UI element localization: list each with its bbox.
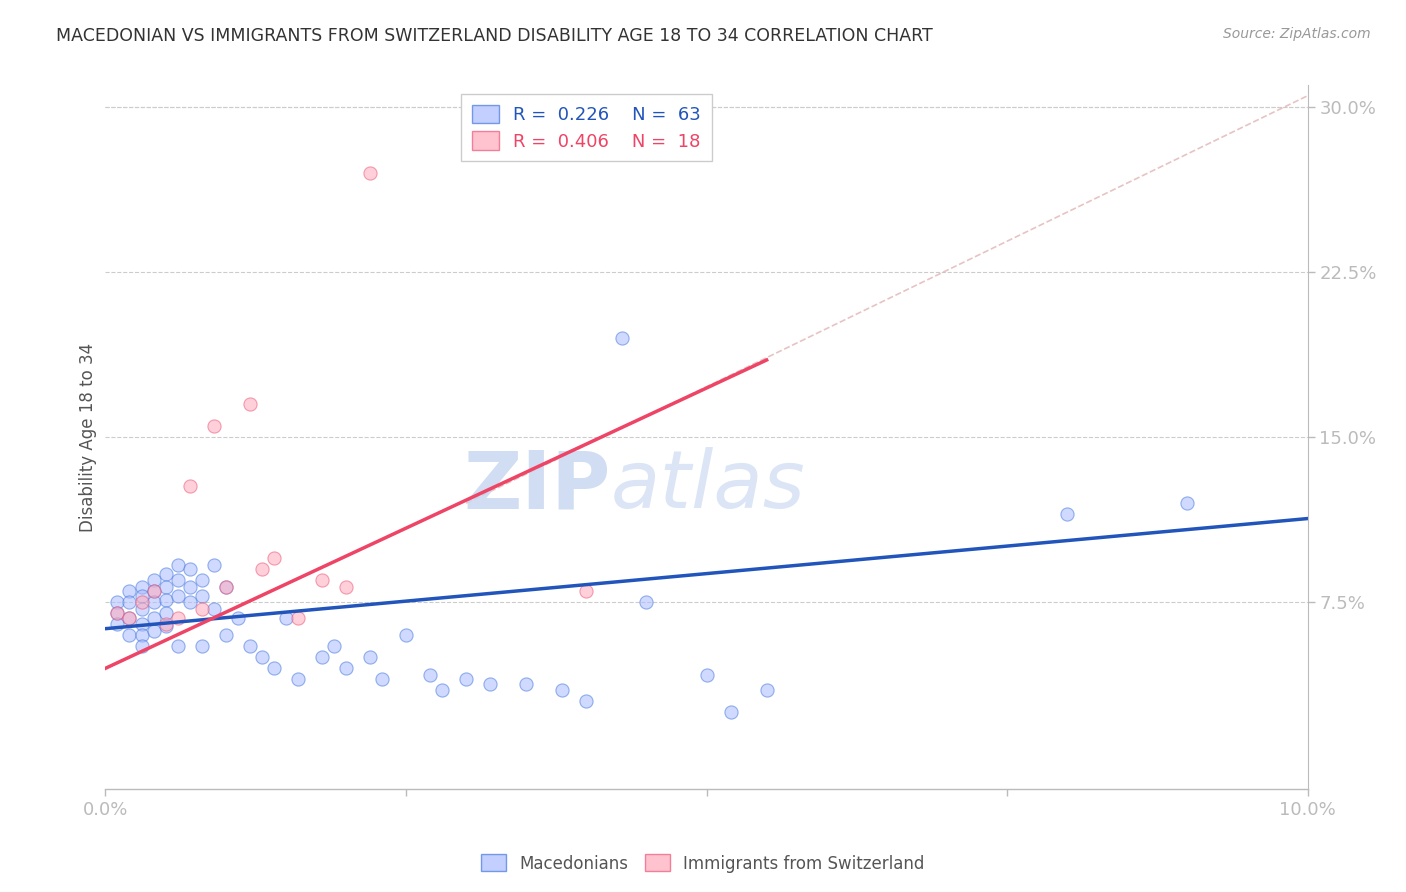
Point — [1056, 507, 1078, 521]
Point — [118, 628, 141, 642]
Legend: R =  0.226    N =  63, R =  0.406    N =  18: R = 0.226 N = 63, R = 0.406 N = 18 — [461, 94, 711, 161]
Point — [179, 580, 201, 594]
Point — [454, 673, 477, 687]
Point — [131, 628, 153, 642]
Point — [612, 331, 634, 345]
Point — [202, 602, 225, 616]
Text: ZIP: ZIP — [463, 448, 610, 525]
Point — [142, 595, 165, 609]
Point — [107, 595, 129, 609]
Point — [190, 602, 212, 616]
Point — [575, 694, 598, 708]
Point — [131, 617, 153, 632]
Point — [335, 580, 357, 594]
Point — [155, 617, 177, 632]
Point — [239, 640, 262, 654]
Point — [179, 562, 201, 576]
Point — [214, 580, 236, 594]
Point — [551, 683, 574, 698]
Point — [636, 595, 658, 609]
Point — [142, 573, 165, 587]
Point — [720, 706, 742, 720]
Text: Source: ZipAtlas.com: Source: ZipAtlas.com — [1223, 27, 1371, 41]
Point — [155, 593, 177, 607]
Point — [515, 676, 537, 690]
Point — [118, 595, 141, 609]
Point — [359, 650, 381, 665]
Point — [479, 676, 502, 690]
Point — [274, 610, 297, 624]
Point — [118, 610, 141, 624]
Point — [142, 584, 165, 599]
Point — [131, 580, 153, 594]
Point — [166, 589, 188, 603]
Point — [118, 610, 141, 624]
Point — [287, 610, 309, 624]
Point — [166, 610, 188, 624]
Point — [395, 628, 418, 642]
Point — [166, 558, 188, 572]
Point — [430, 683, 453, 698]
Point — [359, 166, 381, 180]
Point — [322, 640, 344, 654]
Y-axis label: Disability Age 18 to 34: Disability Age 18 to 34 — [79, 343, 97, 532]
Point — [131, 595, 153, 609]
Point — [239, 397, 262, 411]
Point — [190, 589, 212, 603]
Point — [287, 673, 309, 687]
Point — [755, 683, 778, 698]
Point — [166, 573, 188, 587]
Point — [190, 640, 212, 654]
Point — [155, 619, 177, 633]
Point — [155, 580, 177, 594]
Point — [179, 595, 201, 609]
Point — [155, 566, 177, 581]
Point — [142, 610, 165, 624]
Point — [250, 650, 273, 665]
Point — [142, 584, 165, 599]
Point — [311, 573, 333, 587]
Point — [263, 661, 285, 675]
Point — [214, 580, 236, 594]
Point — [131, 602, 153, 616]
Point — [575, 584, 598, 599]
Point — [1175, 496, 1198, 510]
Point — [371, 673, 394, 687]
Point — [190, 573, 212, 587]
Point — [263, 551, 285, 566]
Legend: Macedonians, Immigrants from Switzerland: Macedonians, Immigrants from Switzerland — [474, 847, 932, 880]
Point — [131, 589, 153, 603]
Point — [166, 640, 188, 654]
Text: atlas: atlas — [610, 448, 806, 525]
Point — [107, 617, 129, 632]
Point — [250, 562, 273, 576]
Point — [202, 419, 225, 434]
Point — [179, 478, 201, 492]
Text: MACEDONIAN VS IMMIGRANTS FROM SWITZERLAND DISABILITY AGE 18 TO 34 CORRELATION CH: MACEDONIAN VS IMMIGRANTS FROM SWITZERLAN… — [56, 27, 934, 45]
Point — [107, 607, 129, 621]
Point — [118, 584, 141, 599]
Point — [226, 610, 249, 624]
Point — [696, 668, 718, 682]
Point — [335, 661, 357, 675]
Point — [419, 668, 441, 682]
Point — [214, 628, 236, 642]
Point — [142, 624, 165, 638]
Point — [131, 640, 153, 654]
Point — [311, 650, 333, 665]
Point — [107, 607, 129, 621]
Point — [202, 558, 225, 572]
Point — [155, 607, 177, 621]
